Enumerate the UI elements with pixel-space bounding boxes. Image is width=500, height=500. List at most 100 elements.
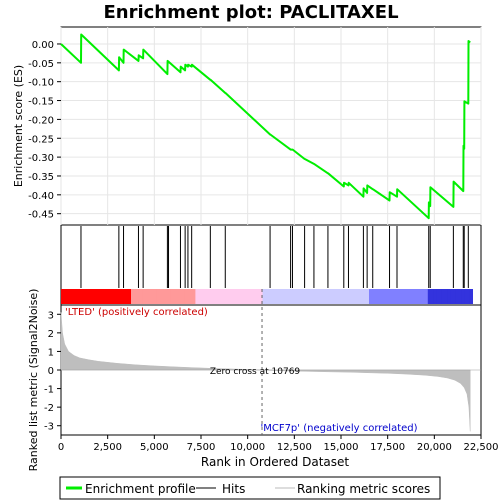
zero-cross-label: Zero cross at 10769 (210, 367, 301, 377)
heat-cell (173, 289, 177, 304)
heat-cell (203, 289, 207, 304)
es-tick-label: -0.35 (28, 172, 54, 183)
heat-cell (77, 289, 81, 304)
heat-cell (80, 289, 84, 304)
heat-cell (315, 289, 319, 304)
es-tick-label: -0.10 (28, 78, 54, 89)
heat-cell (371, 289, 375, 304)
heat-cell (411, 289, 415, 304)
ranking-heat-bar (61, 289, 473, 304)
heat-cell (184, 289, 188, 304)
heat-cell (374, 289, 378, 304)
heat-cell (83, 289, 87, 304)
metric-layer (60, 289, 481, 435)
heat-cell (117, 289, 121, 304)
heat-cell (335, 289, 339, 304)
legend-label-profile: Enrichment profile (85, 482, 196, 496)
negative-label: 'MCF7p' (negatively correlated) (260, 423, 417, 434)
heat-cell (464, 289, 468, 304)
heat-cell (310, 289, 314, 304)
es-tick-label: -0.45 (28, 210, 54, 221)
heat-cell (349, 289, 353, 304)
heat-cell (170, 289, 174, 304)
metric-tick-label: -2 (44, 403, 54, 414)
heat-cell (321, 289, 325, 304)
heat-cell (279, 289, 283, 304)
heat-cell (61, 289, 65, 304)
heat-cell (153, 289, 157, 304)
x-tick-label: 5,000 (140, 442, 169, 453)
heat-cell (108, 289, 112, 304)
heat-cell (206, 289, 210, 304)
heat-cell (324, 289, 328, 304)
es-tick-label: -0.25 (28, 134, 54, 145)
heat-cell (419, 289, 423, 304)
heat-cell (220, 289, 224, 304)
x-tick-label: 0 (58, 442, 64, 453)
heat-cell (318, 289, 322, 304)
heat-cell (229, 289, 233, 304)
heat-cell (91, 289, 95, 304)
heat-cell (402, 289, 406, 304)
heat-cell (338, 289, 342, 304)
heat-cell (268, 289, 272, 304)
heat-cell (86, 289, 90, 304)
heat-cell (103, 289, 107, 304)
heat-cell (301, 289, 305, 304)
ranking-metric-area (60, 312, 471, 432)
heat-cell (119, 289, 123, 304)
heat-cell (405, 289, 409, 304)
heat-cell (175, 289, 179, 304)
heat-cell (461, 289, 465, 304)
heat-cell (307, 289, 311, 304)
heat-cell (290, 289, 294, 304)
heat-cell (360, 289, 364, 304)
heat-cell (159, 289, 163, 304)
heat-cell (425, 289, 429, 304)
positive-label: 'LTED' (positively correlated) (65, 307, 208, 318)
heat-cell (111, 289, 115, 304)
metric-tick-label: 3 (48, 310, 54, 321)
x-tick-label: 22,500 (464, 442, 499, 453)
heat-cell (167, 289, 171, 304)
heat-cell (408, 289, 412, 304)
heat-cell (422, 289, 426, 304)
heat-cell (416, 289, 420, 304)
heat-cell (145, 289, 149, 304)
heat-cell (100, 289, 104, 304)
heat-cell (181, 289, 185, 304)
heat-cell (341, 289, 345, 304)
heat-cell (97, 289, 101, 304)
metric-tick-label: 2 (48, 329, 54, 340)
es-tick-label: -0.15 (28, 97, 54, 108)
heat-cell (234, 289, 238, 304)
es-tick-label: -0.40 (28, 191, 54, 202)
heat-cell (150, 289, 154, 304)
heat-cell (455, 289, 459, 304)
es-y-axis-label: Enrichment score (ES) (12, 65, 25, 187)
heat-cell (189, 289, 193, 304)
heat-cell (63, 289, 67, 304)
heat-cell (377, 289, 381, 304)
heat-cell (201, 289, 205, 304)
heat-cell (453, 289, 457, 304)
heat-cell (427, 289, 431, 304)
x-tick-label: 2,500 (93, 442, 122, 453)
heat-cell (271, 289, 275, 304)
heat-cell (240, 289, 244, 304)
legend-label-hits: Hits (222, 482, 245, 496)
metric-tick-label: -3 (44, 422, 54, 433)
heat-cell (439, 289, 443, 304)
heat-cell (287, 289, 291, 304)
heat-cell (394, 289, 398, 304)
heat-cell (352, 289, 356, 304)
x-axis: 0 2,500 5,000 7,500 10,000 12,500 15,000 17,500… (58, 435, 499, 453)
es-y-axis: 0.00 -0.05 -0.10 -0.15 -0.20 -0.25 -0.30 -0.35 -… (28, 40, 61, 221)
heat-cell (248, 289, 252, 304)
heat-cell (133, 289, 137, 304)
es-tick-label: -0.20 (28, 115, 54, 126)
heat-cell (257, 289, 261, 304)
heat-cell (447, 289, 451, 304)
heat-cell (245, 289, 249, 304)
